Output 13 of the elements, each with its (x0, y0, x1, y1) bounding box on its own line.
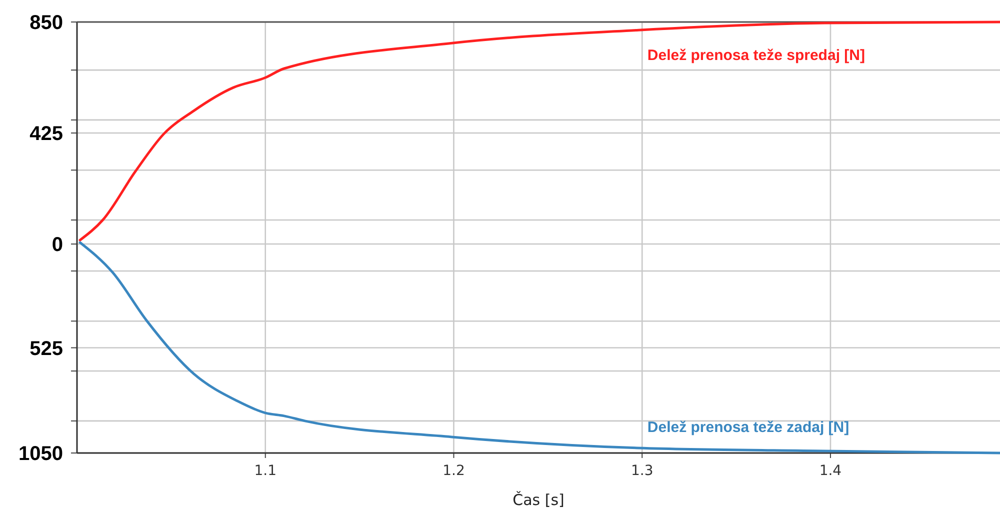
series-label: Delež prenosa teže spredaj [N] (647, 46, 865, 64)
x-axis-title: Čas [s] (512, 491, 564, 509)
y2-tick-label: 1050 (18, 443, 63, 465)
y2-tick-label: 525 (30, 338, 63, 360)
y-tick-label: 425 (30, 123, 63, 146)
series-label: Delež prenosa teže zadaj [N] (647, 419, 850, 436)
y-tick-label: 850 (30, 12, 63, 34)
y-tick-label: 0 (52, 234, 63, 256)
x-tick-label: 1.4 (819, 463, 842, 479)
x-tick-label: 1.3 (630, 463, 654, 479)
line-series (78, 20, 1000, 242)
x-tick-label: 1.2 (442, 463, 465, 479)
x-tick-label: 1.1 (254, 463, 276, 479)
